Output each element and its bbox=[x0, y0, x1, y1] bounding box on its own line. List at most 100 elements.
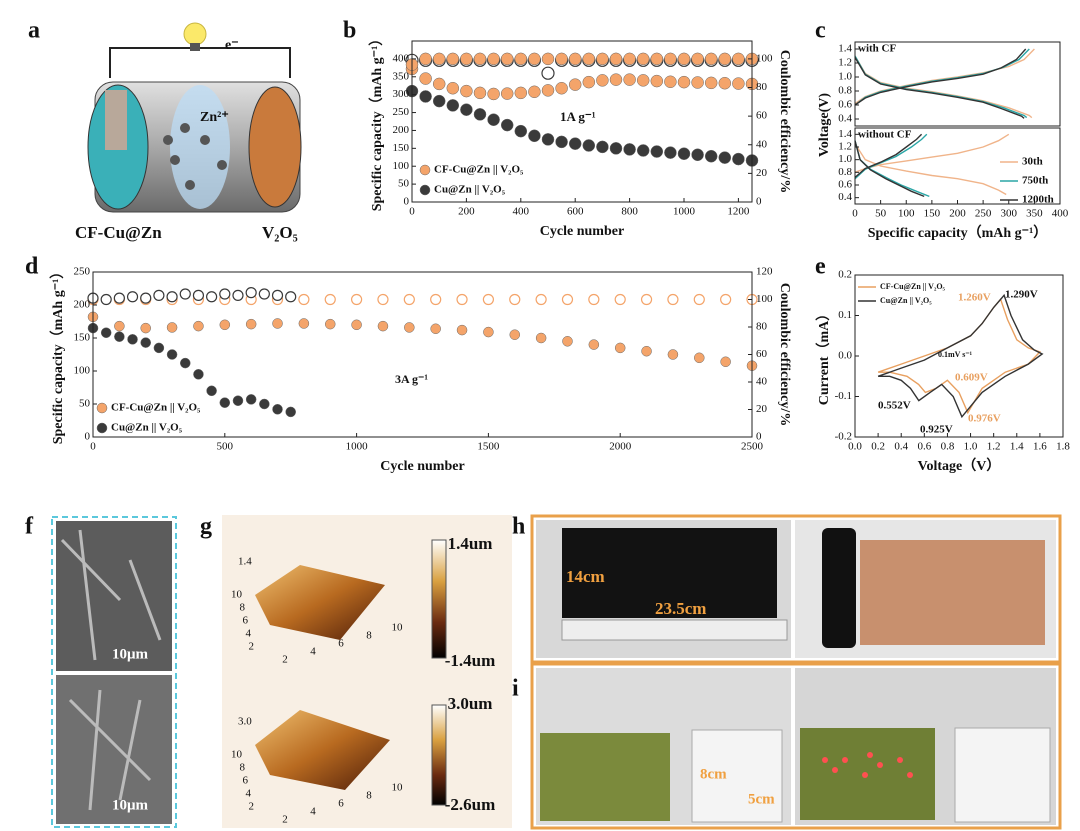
legend-label: Cu@Zn || V₂O₅ bbox=[880, 296, 932, 305]
data-point bbox=[430, 323, 441, 335]
series-line bbox=[854, 133, 925, 198]
frame bbox=[530, 514, 1062, 664]
roll bbox=[822, 528, 856, 648]
data-point bbox=[691, 76, 704, 89]
data-point bbox=[641, 345, 652, 357]
x-tick-label: 6 bbox=[338, 638, 344, 650]
data-point bbox=[636, 74, 650, 87]
x-tick-label: 0.2 bbox=[871, 441, 885, 453]
data-point bbox=[528, 129, 541, 143]
data-point bbox=[432, 77, 446, 91]
y-tick-label: 10 bbox=[231, 749, 243, 761]
panel-label: i bbox=[512, 676, 519, 702]
data-point bbox=[232, 289, 244, 301]
data-point bbox=[667, 349, 679, 360]
data-point bbox=[732, 77, 745, 90]
data-point bbox=[446, 81, 460, 95]
x-tick-label: 2500 bbox=[741, 441, 764, 453]
data-point bbox=[636, 52, 650, 66]
data-point bbox=[541, 84, 555, 97]
data-point bbox=[403, 293, 415, 306]
dimension: 23.5cm bbox=[655, 599, 706, 618]
x-axis-title: Cycle number bbox=[540, 224, 624, 239]
plot-frame bbox=[854, 41, 1061, 127]
surface bbox=[255, 710, 390, 790]
data-point bbox=[650, 52, 664, 66]
data-point bbox=[432, 52, 446, 66]
x-tick-label: 200 bbox=[949, 208, 966, 220]
data-point bbox=[206, 385, 217, 397]
data-point bbox=[500, 118, 514, 132]
x-tick-label: 2000 bbox=[609, 441, 632, 453]
background bbox=[222, 515, 512, 828]
data-point bbox=[272, 318, 283, 329]
data-point bbox=[460, 84, 473, 98]
legend-label: 750th bbox=[1022, 175, 1048, 187]
legend-swatch bbox=[419, 184, 431, 196]
data-point bbox=[596, 74, 609, 87]
data-point bbox=[718, 76, 732, 90]
y-tick-label: 0.0 bbox=[838, 350, 852, 362]
annotation: 0.976V bbox=[968, 413, 1001, 425]
data-point bbox=[514, 86, 528, 100]
data-point bbox=[732, 52, 745, 66]
x-tick-label: 8 bbox=[366, 630, 372, 642]
data-point bbox=[351, 293, 363, 306]
data-point bbox=[487, 113, 500, 126]
x-tick-label: 400 bbox=[513, 206, 530, 218]
y-tick-label: 8 bbox=[240, 602, 246, 614]
separator bbox=[170, 85, 230, 209]
data-point bbox=[193, 320, 204, 332]
x-tick-label: 6 bbox=[338, 798, 344, 810]
y-tick-label: 1.2 bbox=[838, 141, 852, 153]
x-axis-title: Cycle number bbox=[380, 459, 464, 474]
y-tick-label: -0.1 bbox=[835, 390, 852, 402]
data-point bbox=[514, 52, 528, 66]
x-tick-label: 0.6 bbox=[917, 441, 931, 453]
dimension: 5cm bbox=[748, 791, 775, 807]
colorbar bbox=[431, 704, 447, 806]
panel-label: e bbox=[815, 254, 826, 280]
y-tick-label: 400 bbox=[393, 52, 410, 64]
data-point bbox=[588, 339, 600, 350]
x-tick-label: 1500 bbox=[477, 441, 500, 453]
data-point bbox=[100, 293, 112, 306]
data-point bbox=[623, 73, 636, 86]
data-point bbox=[718, 52, 732, 66]
data-point bbox=[694, 352, 705, 364]
cathode bbox=[248, 86, 302, 208]
y-tick-label: 4 bbox=[246, 628, 252, 640]
x-tick-label: 10 bbox=[392, 782, 404, 794]
y-tick-label: 0.1 bbox=[838, 309, 852, 321]
y2-tick-label: 80 bbox=[756, 81, 768, 93]
data-point bbox=[568, 52, 582, 66]
panel-label: g bbox=[200, 514, 212, 540]
data-point bbox=[582, 75, 596, 89]
y2-tick-label: 60 bbox=[756, 110, 768, 122]
y-tick-label: -0.2 bbox=[835, 431, 852, 443]
data-point bbox=[640, 293, 653, 306]
x-tick-label: 1.8 bbox=[1056, 441, 1070, 453]
data-point bbox=[720, 356, 731, 368]
legend-label: 30th bbox=[1022, 156, 1043, 168]
series-line bbox=[854, 48, 1027, 119]
data-point bbox=[562, 336, 573, 347]
data-point bbox=[285, 406, 296, 418]
y-axis-title: Current（mA） bbox=[816, 307, 832, 406]
leds bbox=[822, 752, 913, 778]
anode-foil bbox=[105, 90, 127, 150]
data-point bbox=[219, 319, 231, 331]
circuit-board bbox=[540, 733, 670, 821]
data-point bbox=[500, 52, 514, 66]
y-tick-label: 300 bbox=[393, 88, 410, 100]
z-tick-label: 3.0 bbox=[238, 716, 252, 728]
data-point bbox=[140, 292, 152, 304]
data-point bbox=[487, 52, 500, 66]
colorbar-label: -2.6um bbox=[445, 795, 496, 814]
y-tick-label: 150 bbox=[74, 332, 91, 344]
y-tick-label: 0.6 bbox=[838, 99, 852, 111]
bulb bbox=[183, 22, 207, 46]
electron-label: e⁻ bbox=[225, 38, 239, 53]
legend-label: CF-Cu@Zn || V₂O₅ bbox=[434, 164, 524, 176]
data-point bbox=[596, 140, 609, 154]
